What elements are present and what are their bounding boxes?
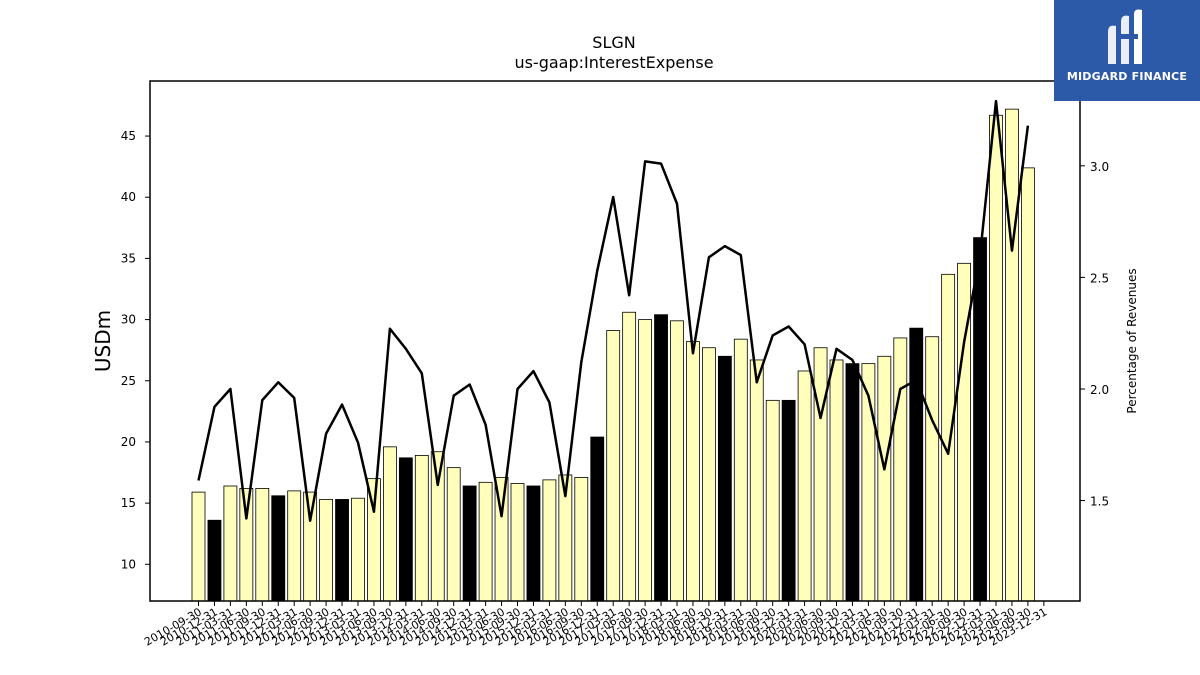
y-tick-label: 15 bbox=[121, 496, 136, 510]
bar-2023-09-30 bbox=[1021, 167, 1035, 602]
percentage-line bbox=[197, 99, 1030, 522]
y2-tick-label: 2.0 bbox=[1090, 383, 1109, 397]
bar-2022-03-31 bbox=[925, 336, 940, 602]
bar-2016-09-30 bbox=[574, 477, 589, 602]
bar-2014-06-30 bbox=[430, 451, 445, 602]
bar-2019-06-30 bbox=[749, 359, 764, 602]
bar-2016-03-31 bbox=[542, 479, 557, 602]
y-tick-label: 20 bbox=[121, 435, 136, 449]
bar-2012-12-31 bbox=[335, 499, 349, 602]
bar-2020-09-30 bbox=[829, 359, 844, 602]
bar-2020-12-31 bbox=[845, 363, 860, 602]
y-tick-label: 40 bbox=[121, 190, 136, 204]
bar-2023-03-31 bbox=[989, 114, 1003, 602]
bar-2013-12-31 bbox=[398, 457, 413, 602]
bar-2011-06-30 bbox=[239, 488, 254, 602]
bar-2021-06-30 bbox=[877, 355, 892, 602]
bar-2014-12-31 bbox=[462, 485, 477, 602]
y-tick-label: 45 bbox=[121, 129, 136, 143]
y-tick-label: 30 bbox=[121, 313, 136, 327]
bar-2019-09-30 bbox=[765, 399, 780, 602]
bar-2011-12-31 bbox=[271, 495, 286, 602]
y-axis-label: USDm bbox=[91, 310, 115, 372]
bar-2019-03-31 bbox=[733, 338, 748, 602]
bar-2017-12-31 bbox=[654, 314, 668, 602]
bar-2017-09-30 bbox=[638, 319, 652, 602]
bar-2013-09-30 bbox=[382, 446, 397, 602]
brand-logo: MIDGARD FINANCE bbox=[1054, 0, 1200, 101]
bar-2013-03-31 bbox=[351, 497, 365, 602]
bar-2014-09-30 bbox=[446, 467, 461, 602]
bar-2010-09-30 bbox=[191, 491, 206, 602]
bar-2019-12-31 bbox=[781, 399, 796, 602]
y2-tick-label: 1.5 bbox=[1090, 495, 1109, 509]
bar-2020-06-30 bbox=[813, 347, 828, 602]
y-tick-label: 35 bbox=[121, 251, 136, 265]
bar-2010-12-31 bbox=[207, 519, 222, 602]
plot-frame bbox=[149, 80, 1081, 602]
bar-2011-09-30 bbox=[255, 488, 270, 602]
bar-2021-09-30 bbox=[893, 337, 908, 602]
bar-2018-03-31 bbox=[670, 320, 684, 602]
bar-2016-12-31 bbox=[590, 436, 605, 602]
bar-2012-09-30 bbox=[319, 499, 334, 602]
chart-subtitle: us-gaap:InterestExpense bbox=[514, 53, 713, 72]
y2-tick-label: 2.5 bbox=[1090, 271, 1109, 285]
bar-2017-03-31 bbox=[606, 330, 621, 602]
bar-2012-06-30 bbox=[303, 491, 318, 602]
bar-2015-09-30 bbox=[510, 483, 525, 602]
bar-2018-09-30 bbox=[702, 347, 716, 602]
bar-2018-12-31 bbox=[717, 355, 732, 602]
bar-2022-06-30 bbox=[941, 273, 956, 602]
bar-2021-12-31 bbox=[909, 327, 924, 602]
bar-2011-03-31 bbox=[223, 485, 238, 602]
bar-2018-06-30 bbox=[686, 341, 700, 602]
bar-2015-03-31 bbox=[478, 481, 493, 602]
bar-2012-03-31 bbox=[287, 490, 302, 602]
bar-2020-03-31 bbox=[797, 370, 812, 602]
y-tick-label: 10 bbox=[121, 557, 136, 571]
midgard-logo-icon bbox=[1108, 9, 1142, 65]
bar-2022-12-31 bbox=[973, 237, 987, 602]
bar-2014-03-31 bbox=[414, 454, 429, 602]
bar-2023-06-30 bbox=[1005, 108, 1019, 602]
y2-tick-label: 3.0 bbox=[1090, 160, 1109, 174]
bar-2017-06-30 bbox=[622, 311, 637, 602]
y2-axis-label: Percentage of Revenues bbox=[1125, 268, 1139, 413]
bar-2015-12-31 bbox=[526, 485, 541, 602]
brand-name: MIDGARD FINANCE bbox=[1066, 70, 1188, 83]
chart-title: SLGN bbox=[592, 33, 635, 52]
y-tick-label: 25 bbox=[121, 374, 136, 388]
